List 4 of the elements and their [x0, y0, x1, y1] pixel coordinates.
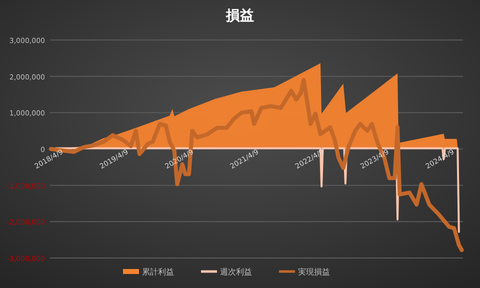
legend-label: 実現損益	[298, 268, 330, 276]
legend-label: 週次利益	[220, 268, 252, 276]
chart-title: 損益	[225, 8, 254, 24]
legend-label: 累計利益	[142, 268, 174, 276]
